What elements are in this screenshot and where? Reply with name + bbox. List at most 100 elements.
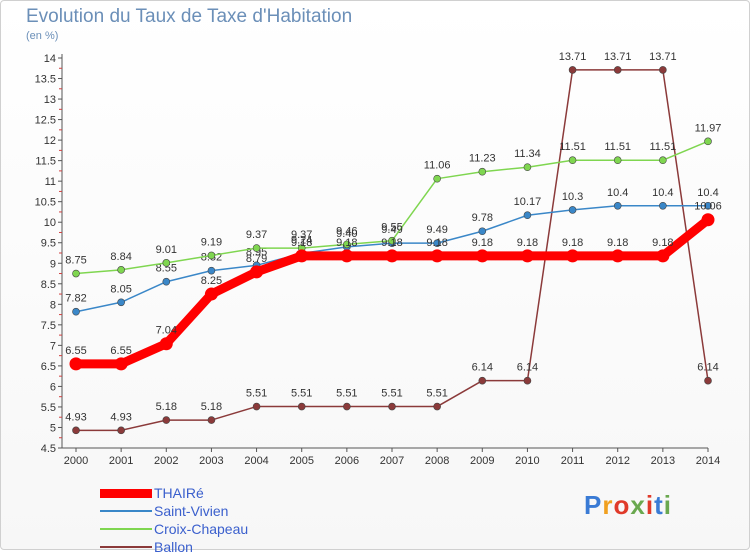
data-point [252, 244, 261, 252]
data-label: 9.01 [156, 244, 177, 256]
data-label: 10.06 [694, 201, 722, 213]
legend-swatch [100, 488, 152, 498]
y-tick-label: 13 [44, 94, 56, 106]
x-tick-label: 2003 [199, 455, 223, 467]
data-point [388, 236, 396, 245]
legend-label: Ballon [154, 539, 193, 555]
legend-label: THAIRé [154, 485, 204, 501]
data-point [568, 66, 577, 74]
data-point [704, 201, 712, 210]
data-point [117, 426, 125, 435]
x-tick-label: 2012 [605, 455, 629, 467]
data-point [613, 156, 622, 165]
data-point [523, 211, 532, 220]
data-label: 8.25 [201, 275, 222, 287]
proxiti-logo: Proxiti [584, 490, 672, 520]
data-point [117, 298, 125, 307]
x-tick-label: 2007 [380, 455, 404, 467]
data-label: 4.93 [65, 411, 86, 423]
legend-item: THAIRé [100, 484, 400, 502]
data-point [340, 249, 354, 263]
x-tick-label: 2005 [289, 455, 313, 467]
data-label: 9.37 [291, 229, 312, 241]
y-tick-label: 4.5 [41, 443, 56, 455]
data-point [250, 265, 264, 279]
legend-label: Saint-Vivien [154, 503, 229, 519]
data-label: 11.51 [649, 141, 676, 153]
data-label: 6.14 [517, 362, 538, 374]
data-point [117, 266, 125, 274]
data-point [656, 249, 670, 263]
data-label: 8.84 [110, 251, 131, 263]
unit-label: (en %) [26, 30, 59, 42]
data-label: 5.51 [381, 388, 402, 400]
data-label: 9.78 [472, 212, 493, 224]
data-label: 7.82 [65, 293, 86, 305]
legend: THAIRé Saint-Vivien Croix-Chapeau Ballon [100, 484, 400, 556]
series-layer: 4.93 4.93 5.18 5.18 5.51 5.51 5.51 5.51 5.51 6.14… [65, 51, 722, 435]
data-point [162, 259, 171, 267]
data-label: 6.14 [697, 362, 718, 374]
data-point [114, 357, 128, 371]
x-tick-label: 2004 [244, 455, 268, 467]
data-label: 11.97 [695, 122, 722, 134]
x-tick-label: 2014 [696, 455, 720, 467]
data-point [659, 201, 667, 210]
data-point [520, 249, 534, 263]
x-tick-label: 2002 [154, 455, 178, 467]
data-label: 9.18 [562, 237, 583, 249]
data-label: 8.75 [65, 255, 86, 267]
data-point [475, 249, 489, 263]
data-point [433, 174, 441, 183]
data-label: 9.18 [607, 237, 628, 249]
legend-swatch [100, 546, 152, 548]
data-label: 13.71 [559, 51, 587, 63]
data-point [430, 249, 444, 263]
x-tick-label: 2011 [561, 455, 585, 467]
y-tick-label: 7 [50, 340, 56, 352]
x-tick-label: 2000 [64, 455, 88, 467]
data-point [297, 402, 306, 411]
series-3: 4.93 4.93 5.18 5.18 5.51 5.51 5.51 5.51 5.51 6.14… [65, 51, 719, 435]
y-tick-label: 9.5 [41, 238, 56, 250]
data-point [568, 156, 577, 165]
data-point [704, 376, 712, 385]
data-point [162, 416, 171, 424]
line-chart: 4.5 5 5.5 6 6.5 7 7.5 8 8.5 9 9.5 10 10.5 11 11.5 12 12.… [35, 51, 722, 467]
data-point [478, 376, 487, 385]
data-point [207, 266, 216, 275]
data-point [72, 269, 80, 278]
data-point [204, 287, 218, 301]
data-point [568, 206, 577, 214]
data-label: 9.18 [426, 237, 447, 249]
data-point [72, 426, 80, 435]
data-label: 6.55 [110, 345, 131, 357]
x-tick-label: 2006 [335, 455, 359, 467]
data-label: 5.51 [291, 388, 312, 400]
data-label: 4.93 [110, 411, 131, 423]
data-label: 9.40 [336, 228, 357, 240]
data-label: 11.51 [559, 141, 586, 153]
legend-swatch [100, 510, 152, 512]
data-label: 5.18 [156, 401, 177, 413]
data-point [343, 240, 351, 249]
data-point [611, 249, 625, 263]
series-0: 6.55 6.55 7.04 8.25 8.79 9.18 9.18 9.18 9.18 9.18… [65, 201, 722, 371]
x-tick-label: 2001 [109, 455, 133, 467]
data-point [613, 201, 622, 210]
legend-item: Ballon [100, 538, 400, 556]
data-label: 11.23 [469, 153, 496, 165]
data-label: 6.55 [65, 345, 86, 357]
data-point [69, 357, 83, 371]
data-label: 6.14 [472, 362, 493, 374]
data-point [207, 416, 216, 424]
data-label: 9.19 [201, 236, 222, 248]
data-point [295, 249, 309, 263]
data-point [433, 402, 441, 411]
y-tick-label: 12 [44, 135, 56, 147]
data-label: 11.06 [424, 160, 451, 172]
data-label: 8.05 [110, 283, 131, 295]
data-label: 9.18 [472, 237, 493, 249]
data-point [659, 156, 667, 165]
